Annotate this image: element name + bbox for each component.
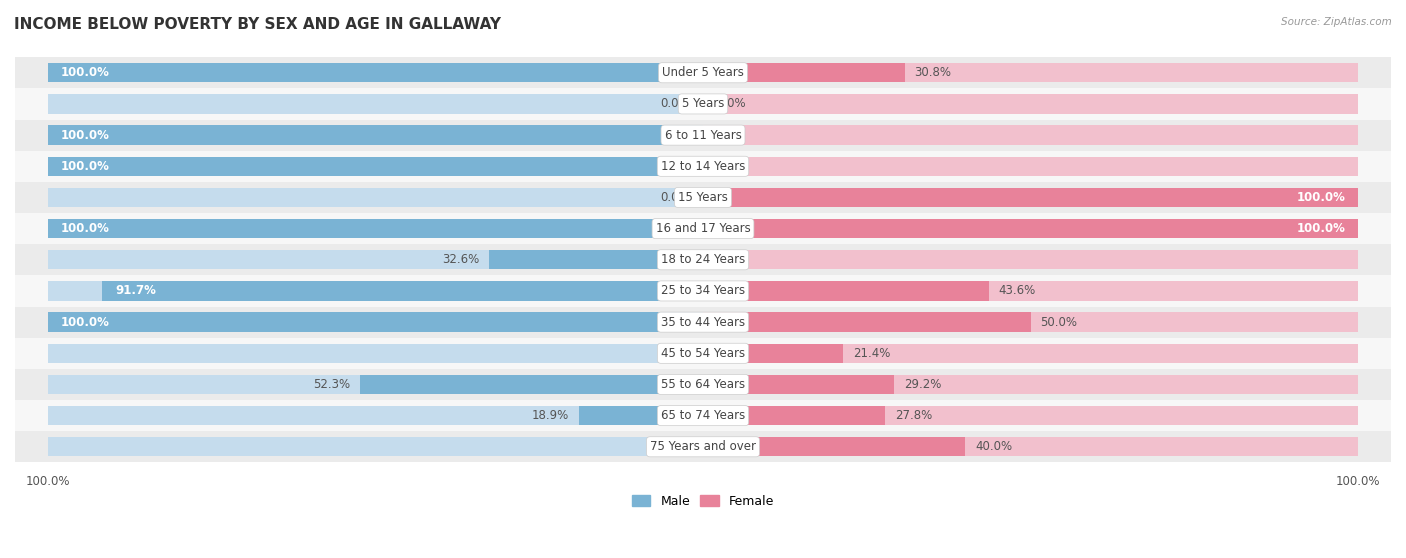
Bar (579, 406, 703, 425)
Text: 18 to 24 Years: 18 to 24 Years (661, 253, 745, 266)
Bar (48, 312, 703, 332)
Text: 100.0%: 100.0% (60, 222, 110, 235)
Bar (15, 306, 1391, 338)
Bar (48, 126, 703, 145)
Text: 21.4%: 21.4% (853, 347, 890, 360)
Bar (48, 94, 703, 114)
Bar (703, 126, 1358, 145)
Text: 0.0%: 0.0% (661, 440, 690, 453)
Bar (15, 338, 1391, 369)
Bar (48, 375, 703, 394)
Text: 100.0%: 100.0% (60, 160, 110, 173)
Bar (48, 281, 703, 301)
Bar (703, 375, 894, 394)
Bar (703, 437, 1358, 456)
Text: 27.8%: 27.8% (896, 409, 932, 422)
Text: 0.0%: 0.0% (661, 98, 690, 110)
Bar (15, 182, 1391, 213)
Text: 0.0%: 0.0% (661, 347, 690, 360)
Bar (15, 400, 1391, 431)
Bar (703, 94, 1358, 114)
Bar (15, 244, 1391, 275)
Bar (703, 312, 1358, 332)
Text: 50.0%: 50.0% (1040, 316, 1077, 329)
Text: 25 to 34 Years: 25 to 34 Years (661, 285, 745, 297)
Bar (48, 188, 703, 207)
Bar (703, 344, 1358, 363)
Bar (48, 63, 703, 83)
Bar (703, 375, 1358, 394)
Bar (48, 250, 703, 270)
Text: INCOME BELOW POVERTY BY SEX AND AGE IN GALLAWAY: INCOME BELOW POVERTY BY SEX AND AGE IN G… (14, 17, 501, 32)
Bar (48, 63, 703, 83)
Text: 0.0%: 0.0% (716, 128, 745, 142)
Bar (360, 375, 703, 394)
Text: 100.0%: 100.0% (60, 316, 110, 329)
Text: 35 to 44 Years: 35 to 44 Years (661, 316, 745, 329)
Bar (703, 63, 905, 83)
Text: 15 Years: 15 Years (678, 191, 728, 204)
Text: 16 and 17 Years: 16 and 17 Years (655, 222, 751, 235)
Text: 100.0%: 100.0% (1296, 191, 1346, 204)
Text: 5 Years: 5 Years (682, 98, 724, 110)
Text: 100.0%: 100.0% (1296, 222, 1346, 235)
Bar (703, 219, 1358, 238)
Text: 91.7%: 91.7% (115, 285, 156, 297)
Bar (48, 219, 703, 238)
Bar (703, 437, 965, 456)
Bar (15, 213, 1391, 244)
Text: 12 to 14 Years: 12 to 14 Years (661, 160, 745, 173)
Bar (103, 281, 703, 301)
Text: 29.2%: 29.2% (904, 378, 942, 391)
Text: 32.6%: 32.6% (443, 253, 479, 266)
Text: 18.9%: 18.9% (531, 409, 569, 422)
Text: 75 Years and over: 75 Years and over (650, 440, 756, 453)
Text: 0.0%: 0.0% (716, 253, 745, 266)
Text: 45 to 54 Years: 45 to 54 Years (661, 347, 745, 360)
Bar (15, 275, 1391, 306)
Bar (15, 119, 1391, 151)
Bar (703, 281, 1358, 301)
Bar (48, 437, 703, 456)
Text: 52.3%: 52.3% (314, 378, 350, 391)
Bar (703, 63, 1358, 83)
Bar (703, 406, 1358, 425)
Bar (703, 188, 1358, 207)
Text: 0.0%: 0.0% (716, 98, 745, 110)
Bar (48, 406, 703, 425)
Bar (48, 219, 703, 238)
Text: 65 to 74 Years: 65 to 74 Years (661, 409, 745, 422)
Text: 100.0%: 100.0% (60, 128, 110, 142)
Text: 6 to 11 Years: 6 to 11 Years (665, 128, 741, 142)
Text: 30.8%: 30.8% (915, 66, 952, 79)
Bar (703, 250, 1358, 270)
Bar (15, 431, 1391, 463)
Text: 55 to 64 Years: 55 to 64 Years (661, 378, 745, 391)
Text: 0.0%: 0.0% (716, 160, 745, 173)
Bar (489, 250, 703, 270)
Bar (703, 219, 1358, 238)
Text: 40.0%: 40.0% (974, 440, 1012, 453)
Bar (703, 281, 988, 301)
Bar (703, 312, 1031, 332)
Bar (48, 312, 703, 332)
Legend: Male, Female: Male, Female (627, 490, 779, 513)
Text: Under 5 Years: Under 5 Years (662, 66, 744, 79)
Bar (703, 157, 1358, 176)
Bar (48, 157, 703, 176)
Text: 0.0%: 0.0% (661, 191, 690, 204)
Text: Source: ZipAtlas.com: Source: ZipAtlas.com (1281, 17, 1392, 27)
Bar (703, 406, 886, 425)
Bar (15, 88, 1391, 119)
Bar (48, 344, 703, 363)
Bar (703, 344, 844, 363)
Bar (48, 126, 703, 145)
Text: 43.6%: 43.6% (998, 285, 1036, 297)
Bar (15, 369, 1391, 400)
Bar (15, 57, 1391, 88)
Bar (15, 151, 1391, 182)
Bar (48, 157, 703, 176)
Bar (703, 188, 1358, 207)
Text: 100.0%: 100.0% (60, 66, 110, 79)
